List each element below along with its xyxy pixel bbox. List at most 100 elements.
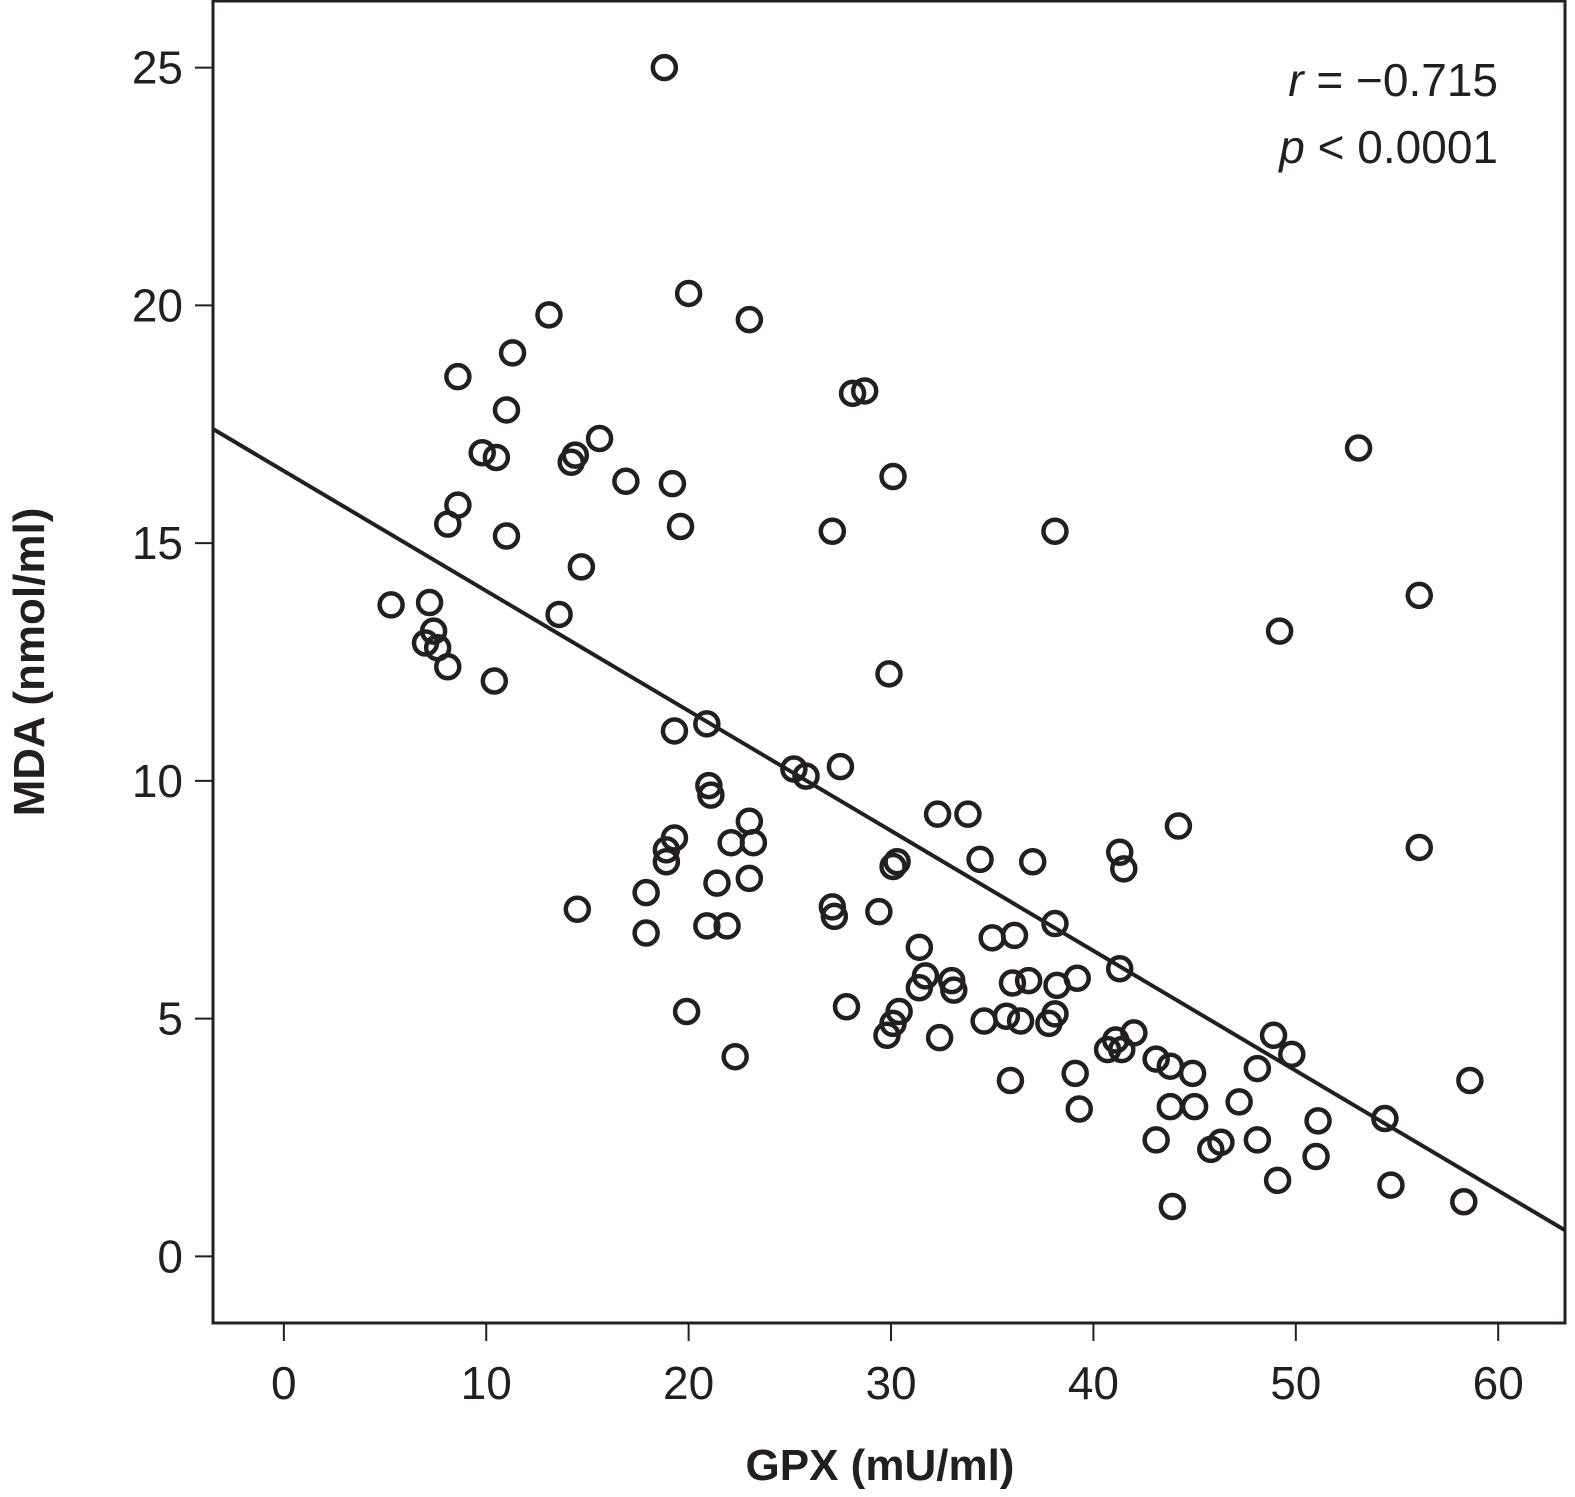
data-point bbox=[468, 439, 496, 467]
data-point bbox=[498, 339, 527, 367]
data-point bbox=[632, 919, 660, 947]
regression-line-group bbox=[211, 427, 1567, 1232]
data-point bbox=[652, 836, 681, 864]
data-point bbox=[826, 752, 855, 781]
data-point bbox=[1065, 1095, 1094, 1123]
data-point bbox=[545, 600, 573, 629]
y-axis-title: MDA (nmol/ml) bbox=[5, 508, 54, 817]
data-point bbox=[674, 279, 703, 308]
data-point bbox=[434, 653, 462, 681]
data-point bbox=[658, 469, 687, 498]
data-point bbox=[415, 588, 444, 617]
data-point bbox=[1041, 517, 1069, 545]
x-tick-label: 60 bbox=[1473, 1357, 1524, 1409]
data-point bbox=[585, 424, 614, 453]
data-point bbox=[1243, 1126, 1272, 1154]
data-point bbox=[411, 629, 440, 657]
data-point bbox=[1006, 1007, 1035, 1035]
data-point bbox=[1405, 833, 1434, 862]
data-point bbox=[557, 448, 585, 477]
data-point bbox=[652, 847, 681, 876]
data-point bbox=[444, 362, 472, 391]
y-tick-label: 15 bbox=[132, 517, 183, 569]
data-point bbox=[1304, 1107, 1332, 1135]
data-point bbox=[1035, 1009, 1063, 1038]
data-point bbox=[492, 396, 521, 424]
x-tick-label: 40 bbox=[1068, 1357, 1119, 1409]
data-point bbox=[666, 512, 695, 541]
data-point bbox=[1063, 964, 1091, 992]
regression-line bbox=[211, 427, 1567, 1232]
data-point bbox=[632, 878, 660, 907]
data-point bbox=[879, 852, 907, 881]
data-point bbox=[875, 660, 903, 688]
y-axis: 0 5 10 15 20 25 bbox=[132, 42, 213, 1282]
y-tick-label: 20 bbox=[132, 279, 183, 331]
data-point bbox=[1344, 434, 1373, 462]
data-point bbox=[879, 462, 907, 491]
data-point bbox=[697, 781, 725, 809]
data-point bbox=[1105, 838, 1134, 866]
data-point bbox=[535, 301, 563, 329]
data-point bbox=[672, 997, 701, 1026]
data-point bbox=[966, 845, 994, 874]
x-axis-title: GPX (mU/ml) bbox=[746, 1441, 1015, 1490]
data-point bbox=[612, 467, 640, 496]
data-point bbox=[1014, 966, 1043, 995]
x-tick-label: 0 bbox=[271, 1357, 297, 1409]
data-point bbox=[940, 976, 968, 1004]
data-point bbox=[832, 993, 861, 1021]
data-point bbox=[721, 1042, 749, 1071]
x-tick-label: 50 bbox=[1270, 1357, 1321, 1409]
data-point bbox=[660, 717, 689, 745]
data-point bbox=[377, 591, 405, 619]
data-point bbox=[693, 710, 721, 738]
x-tick-label: 20 bbox=[663, 1357, 714, 1409]
plot-frame-rect bbox=[211, 0, 1567, 1325]
data-point bbox=[905, 973, 934, 1002]
p-value: < 0.0001 bbox=[1318, 121, 1498, 173]
data-point bbox=[883, 847, 911, 876]
data-point bbox=[1120, 1019, 1148, 1047]
data-point bbox=[713, 912, 741, 940]
p-symbol: p bbox=[1277, 121, 1305, 173]
data-point bbox=[1041, 909, 1069, 938]
data-point bbox=[480, 667, 509, 695]
data-point bbox=[1265, 617, 1294, 645]
data-point bbox=[1405, 581, 1434, 610]
data-point bbox=[1180, 1092, 1209, 1121]
data-point bbox=[492, 522, 521, 550]
data-point bbox=[820, 902, 849, 931]
data-point bbox=[735, 807, 764, 836]
data-point bbox=[1142, 1126, 1170, 1154]
data-point bbox=[1302, 1142, 1330, 1171]
data-point bbox=[1110, 855, 1138, 883]
p-value-annotation: p < 0.0001 bbox=[1277, 121, 1498, 173]
data-point bbox=[563, 895, 592, 924]
data-point bbox=[1158, 1192, 1187, 1221]
data-point bbox=[650, 53, 679, 82]
data-point bbox=[954, 800, 982, 828]
data-point bbox=[998, 969, 1027, 997]
data-point bbox=[717, 828, 745, 857]
data-point bbox=[970, 1007, 998, 1035]
y-tick-label: 10 bbox=[132, 755, 183, 807]
data-point bbox=[1371, 1104, 1399, 1133]
data-point bbox=[1259, 1021, 1288, 1050]
data-point bbox=[1225, 1088, 1253, 1116]
x-tick-label: 30 bbox=[865, 1357, 916, 1409]
data-point bbox=[1178, 1059, 1207, 1088]
data-point bbox=[992, 1002, 1021, 1031]
data-point bbox=[818, 517, 847, 545]
x-axis: 0 10 20 30 40 50 60 bbox=[271, 1323, 1524, 1409]
data-point bbox=[838, 379, 867, 408]
data-point bbox=[1142, 1045, 1170, 1073]
data-point bbox=[1377, 1171, 1405, 1199]
data-points bbox=[377, 53, 1484, 1221]
data-point bbox=[925, 1023, 954, 1052]
data-point bbox=[1263, 1166, 1292, 1195]
data-point bbox=[873, 1021, 901, 1050]
data-point bbox=[1207, 1128, 1235, 1157]
plot-frame bbox=[211, 0, 1567, 1325]
data-point bbox=[482, 443, 511, 472]
